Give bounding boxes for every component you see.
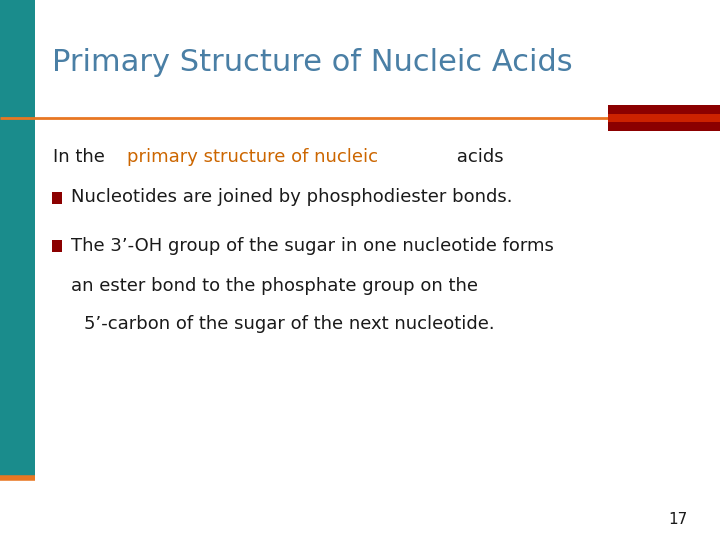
Bar bbox=[52, 192, 61, 204]
Text: an ester bond to the phosphate group on the: an ester bond to the phosphate group on … bbox=[71, 277, 477, 295]
Text: Primary Structure of Nucleic Acids: Primary Structure of Nucleic Acids bbox=[52, 48, 572, 77]
Text: 17: 17 bbox=[668, 512, 688, 527]
Text: Nucleotides are joined by phosphodiester bonds.: Nucleotides are joined by phosphodiester… bbox=[71, 188, 512, 206]
Text: The 3’-OH group of the sugar in one nucleotide forms: The 3’-OH group of the sugar in one nucl… bbox=[71, 237, 554, 255]
Bar bbox=[0, 0, 35, 478]
Text: primary structure of nucleic: primary structure of nucleic bbox=[127, 147, 378, 166]
Bar bbox=[608, 105, 720, 131]
Text: 5’-carbon of the sugar of the next nucleotide.: 5’-carbon of the sugar of the next nucle… bbox=[84, 315, 494, 333]
Text: acids: acids bbox=[451, 147, 503, 166]
Bar bbox=[52, 240, 61, 252]
Text: In the: In the bbox=[53, 147, 110, 166]
Bar bbox=[608, 114, 720, 122]
